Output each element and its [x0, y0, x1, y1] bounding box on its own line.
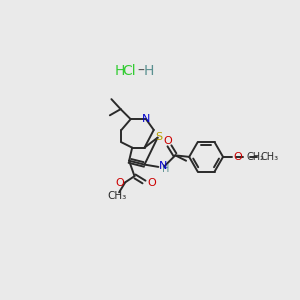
Text: S: S — [155, 132, 162, 142]
Text: –: – — [137, 64, 144, 78]
Text: O: O — [234, 152, 243, 162]
Text: O: O — [163, 136, 172, 146]
Text: O: O — [148, 178, 156, 188]
Text: CH₂: CH₂ — [247, 152, 265, 162]
Text: CH₃: CH₃ — [260, 152, 278, 162]
Text: N: N — [142, 114, 150, 124]
Text: H: H — [115, 64, 125, 78]
Text: O: O — [115, 178, 124, 188]
Text: H: H — [162, 164, 169, 174]
Text: Cl: Cl — [122, 64, 136, 78]
Text: CH₃: CH₃ — [107, 191, 126, 201]
Text: H: H — [143, 64, 154, 78]
Text: N: N — [159, 161, 167, 171]
